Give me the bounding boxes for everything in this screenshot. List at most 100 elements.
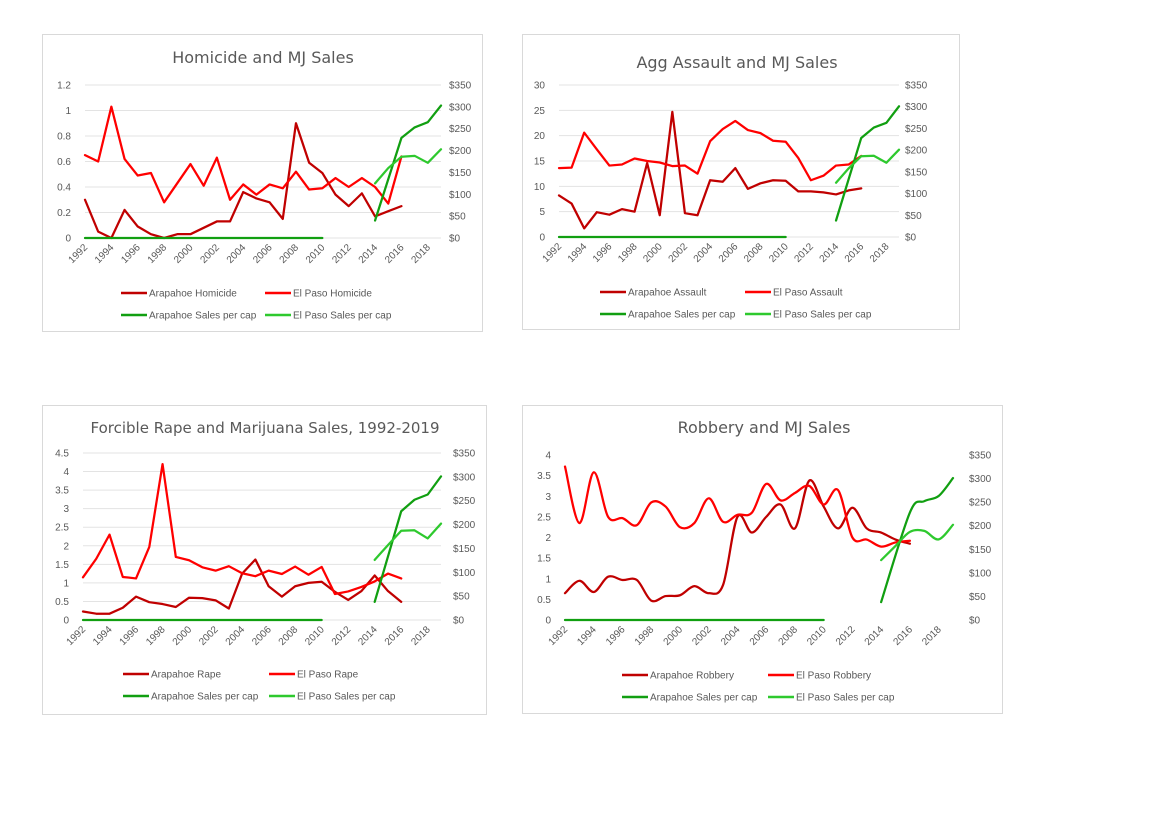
series-line-0 <box>83 122 403 240</box>
left-axis-tick-label: 2.5 <box>55 523 69 534</box>
series-line-0 <box>557 110 863 230</box>
right-axis-tick-label: $200 <box>453 520 476 531</box>
series-line-1 <box>83 105 403 205</box>
left-axis-tick-label: 1.2 <box>57 81 71 92</box>
right-axis-tick-label: $50 <box>969 592 986 603</box>
left-axis-tick-label: 0.5 <box>537 595 551 606</box>
left-axis-tick-label: 0.6 <box>57 157 71 168</box>
series-line-2 <box>880 476 955 604</box>
x-axis-tick-label: 2004 <box>224 624 248 648</box>
x-axis-tick-label: 2006 <box>748 624 772 648</box>
right-axis-tick-label: $0 <box>453 616 465 627</box>
x-axis-tick-label: 2012 <box>330 242 354 266</box>
series-line-1 <box>557 119 863 182</box>
left-axis-tick-label: 2.5 <box>537 512 551 523</box>
left-axis-tick-label: 1 <box>65 106 71 117</box>
left-axis-tick-label: 0 <box>65 234 71 245</box>
left-axis-tick-label: 3.5 <box>55 486 69 497</box>
right-axis-tick-label: $150 <box>449 168 472 179</box>
left-axis-tick-label: 15 <box>534 157 546 168</box>
chart-panel-assault: Agg Assault and MJ Sales 0 5 10 15 20 25 30 $0 $5… <box>522 34 960 330</box>
x-axis-tick-label: 2016 <box>891 624 915 648</box>
right-axis-tick-label: $350 <box>905 81 928 92</box>
left-axis-tick-label: 20 <box>534 131 546 142</box>
x-axis-tick-label: 2012 <box>330 624 354 648</box>
chart-title: Forcible Rape and Marijuana Sales, 1992-… <box>90 419 439 437</box>
x-axis-tick-label: 1994 <box>93 242 117 266</box>
left-axis-tick-label: 0.2 <box>57 208 71 219</box>
right-axis-tick-label: $50 <box>449 212 466 223</box>
series-line-3 <box>373 522 443 562</box>
left-axis-tick-label: 0.5 <box>55 597 69 608</box>
series-line-2 <box>373 104 443 222</box>
chart-panel-robbery: Robbery and MJ Sales 0 0.5 1 1.5 2 2.5 3 3.5 4 $0 $… <box>522 405 1003 714</box>
right-axis-tick-label: $0 <box>969 616 981 627</box>
x-axis-tick-label: 2016 <box>843 241 867 265</box>
left-axis-tick-label: 2 <box>545 533 551 544</box>
right-axis-tick-label: $50 <box>905 211 922 222</box>
legend-label: Arapahoe Sales per cap <box>650 693 758 704</box>
x-axis-tick-label: 2018 <box>409 624 433 648</box>
x-axis-tick-label: 2010 <box>767 241 791 265</box>
legend-label: El Paso Sales per cap <box>293 311 392 322</box>
right-axis-tick-label: $100 <box>449 190 472 201</box>
x-axis-tick-label: 1998 <box>633 624 657 648</box>
right-axis-tick-label: $250 <box>905 124 928 135</box>
x-axis-tick-label: 2002 <box>198 242 222 266</box>
right-axis-tick-label: $300 <box>453 472 476 483</box>
series-line-0 <box>563 479 912 603</box>
left-axis-tick-label: 1 <box>545 574 551 585</box>
chart-panel-rape: Forcible Rape and Marijuana Sales, 1992-… <box>42 405 487 715</box>
x-axis-tick-label: 1998 <box>144 624 168 648</box>
right-axis-tick-label: $250 <box>449 124 472 135</box>
left-axis-tick-label: 4 <box>63 467 69 478</box>
legend-label: El Paso Sales per cap <box>796 693 895 704</box>
left-axis-tick-label: 3 <box>63 504 69 515</box>
x-axis-tick-label: 2014 <box>356 624 380 648</box>
legend-label: Arapahoe Sales per cap <box>151 692 259 703</box>
left-axis-tick-label: 30 <box>534 81 546 92</box>
right-axis-tick-label: $100 <box>969 568 992 579</box>
x-axis-tick-label: 2010 <box>304 242 328 266</box>
x-axis-tick-label: 1996 <box>118 624 142 648</box>
right-axis-tick-label: $150 <box>969 545 992 556</box>
legend-label: Arapahoe Assault <box>628 288 707 299</box>
right-axis-tick-label: $200 <box>449 146 472 157</box>
series-line-2 <box>834 105 901 222</box>
right-axis-tick-label: $250 <box>453 496 476 507</box>
series-line-0 <box>81 558 403 615</box>
right-axis-tick-label: $300 <box>969 474 992 485</box>
x-axis-tick-label: 1992 <box>541 241 565 265</box>
x-axis-tick-label: 1998 <box>616 241 640 265</box>
rape-chart-svg: Forcible Rape and Marijuana Sales, 1992-… <box>55 419 476 703</box>
x-axis-tick-label: 2014 <box>357 242 381 266</box>
x-axis-tick-label: 2004 <box>225 242 249 266</box>
left-axis-tick-label: 1.5 <box>537 554 551 565</box>
legend-label: Arapahoe Homicide <box>149 289 237 300</box>
left-axis-tick-label: 4 <box>545 451 551 462</box>
x-axis-tick-label: 2010 <box>805 624 829 648</box>
assault-chart-svg: Agg Assault and MJ Sales 0 5 10 15 20 25 30 $0 $5… <box>534 53 928 321</box>
series-line-3 <box>880 523 955 562</box>
legend-label: El Paso Rape <box>297 670 359 681</box>
left-axis-tick-label: 0.8 <box>57 132 71 143</box>
x-axis-tick-label: 2004 <box>719 624 743 648</box>
left-axis-tick-label: 5 <box>539 207 545 218</box>
left-axis-tick-label: 0 <box>539 233 545 244</box>
right-axis-tick-label: $350 <box>453 449 476 460</box>
legend-label: Arapahoe Robbery <box>650 671 734 682</box>
x-axis-tick-label: 1992 <box>65 624 89 648</box>
x-axis-tick-label: 1998 <box>146 242 170 266</box>
chart-title: Homicide and MJ Sales <box>172 48 354 67</box>
right-axis-tick-label: $200 <box>969 521 992 532</box>
x-axis-tick-label: 1994 <box>566 241 590 265</box>
legend-label: El Paso Assault <box>773 288 843 299</box>
right-axis-tick-label: $150 <box>453 544 476 555</box>
x-axis-tick-label: 2000 <box>641 241 665 265</box>
right-axis-tick-label: $300 <box>905 102 928 113</box>
right-axis-tick-label: $100 <box>453 568 476 579</box>
x-axis-tick-label: 1994 <box>91 624 115 648</box>
x-axis-tick-label: 2008 <box>278 242 302 266</box>
series-line-3 <box>373 148 443 185</box>
x-axis-tick-label: 1996 <box>604 624 628 648</box>
